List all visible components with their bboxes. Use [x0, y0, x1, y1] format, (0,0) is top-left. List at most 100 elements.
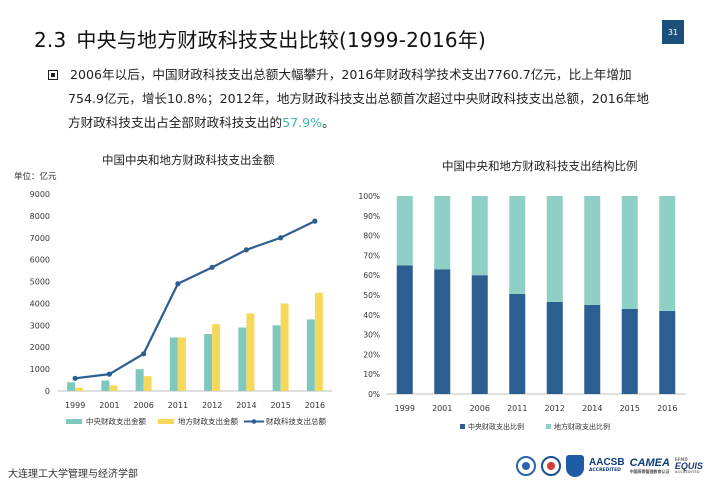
central-ratio-bar — [659, 310, 676, 394]
y-tick-label: 20% — [363, 350, 380, 359]
y-tick-label: 2000 — [30, 343, 50, 352]
x-tick-label: 2011 — [507, 404, 527, 413]
central-amount-bar — [306, 319, 315, 391]
slide-title: 2.3 中央与地方财政科技支出比较(1999-2016年) — [34, 24, 486, 53]
x-tick-label: 2011 — [168, 401, 188, 410]
local-amount-bar — [246, 313, 255, 391]
accreditation-logos: AACSB ACCREDITED CAMEA 中国高等管理教育认证 EFMD E… — [516, 451, 703, 481]
central-amount-bar — [135, 369, 144, 391]
central-amount-bar — [204, 334, 213, 391]
x-tick-label: 2014 — [236, 401, 256, 410]
right-ratio-chart: 0% 10% 20% 30% 40% 50% 60% 70% 80% 90% 100% 1999 200… — [359, 192, 686, 431]
total-amount-point — [141, 351, 147, 357]
right-chart-title: 中国中央和地方财政科技支出结构比例 — [442, 159, 638, 173]
legend-swatch — [66, 419, 82, 424]
central-amount-bar — [272, 325, 281, 391]
local-ratio-bar — [546, 196, 563, 302]
y-tick-label: 3000 — [30, 321, 50, 330]
local-amount-bar — [109, 385, 118, 391]
x-tick-label: 2015 — [270, 401, 290, 410]
central-ratio-bar — [546, 301, 563, 394]
y-tick-label: 8000 — [30, 212, 50, 221]
local-amount-bar — [314, 292, 323, 391]
local-amount-bar — [75, 387, 84, 391]
x-tick-label: 2006 — [133, 401, 153, 410]
page-number-badge: 31 — [662, 20, 684, 44]
y-tick-label: 0 — [45, 387, 50, 396]
local-ratio-bar — [471, 196, 488, 276]
faculty-seal-icon — [541, 456, 561, 476]
central-ratio-bar — [396, 265, 413, 394]
local-amount-bar — [280, 303, 289, 391]
y-tick-label: 80% — [363, 232, 380, 241]
legend-label: 中央财政支出比例 — [468, 422, 524, 431]
y-tick-label: 9000 — [30, 190, 50, 199]
y-tick-label: 10% — [363, 370, 380, 379]
total-amount-point — [72, 375, 78, 381]
x-tick-label: 2001 — [99, 401, 119, 410]
bullet-line-3-prefix: 方财政科技支出占全部财政科技支出的 — [68, 115, 283, 130]
local-ratio-bar — [584, 196, 601, 305]
unit-label: 单位：亿元 — [14, 172, 57, 182]
legend-label: 中央财政支出金额 — [86, 416, 146, 426]
total-amount-point — [175, 281, 181, 287]
legend-label: 地方财政支出比例 — [554, 422, 610, 431]
equis-logo: EFMD EQUIS ACCREDITED — [674, 456, 703, 474]
local-amount-bar — [143, 376, 152, 391]
local-amount-bar — [212, 324, 221, 391]
central-amount-bar — [67, 382, 76, 391]
x-tick-label: 2014 — [582, 404, 602, 413]
total-amount-point — [243, 247, 249, 253]
section-number: 2.3 — [34, 28, 67, 52]
y-tick-label: 6000 — [30, 256, 50, 265]
total-amount-point — [312, 218, 318, 224]
left-amount-chart: 0 1000 2000 3000 4000 5000 6000 7000 8000 9000 199… — [30, 190, 332, 426]
total-amount-point — [209, 264, 215, 270]
highlight-percentage: 57.9% — [282, 115, 323, 130]
local-ratio-bar — [509, 196, 526, 295]
y-tick-label: 90% — [363, 212, 380, 221]
y-tick-label: 7000 — [30, 234, 50, 243]
bullet-text: 2006年以后，中国财政科技支出总额大幅攀升，2016年财政科学技术支出7760… — [68, 63, 684, 135]
aacsb-logo: AACSB ACCREDITED — [589, 457, 625, 474]
central-ratio-bar — [584, 304, 601, 394]
y-tick-label: 100% — [359, 192, 380, 201]
left-chart-title: 中国中央和地方财政科技支出金额 — [102, 153, 275, 167]
central-ratio-bar — [434, 269, 451, 394]
local-ratio-bar — [659, 196, 676, 311]
y-tick-label: 40% — [363, 311, 380, 320]
central-ratio-bar — [471, 275, 488, 394]
local-ratio-bar — [396, 196, 413, 266]
y-tick-label: 1000 — [30, 365, 50, 374]
x-tick-label: 2015 — [620, 404, 640, 413]
legend-swatch-point — [251, 419, 257, 424]
bullet-line-3-suffix: 。 — [322, 115, 335, 130]
x-tick-label: 2016 — [657, 404, 677, 413]
legend-label: 地方财政支出金额 — [178, 416, 238, 426]
local-ratio-bar — [434, 196, 451, 270]
camea-logo: CAMEA 中国高等管理教育认证 — [629, 457, 670, 474]
central-ratio-bar — [509, 294, 526, 394]
total-amount-point — [106, 371, 112, 377]
x-tick-label: 1999 — [395, 404, 415, 413]
university-seal-icon — [516, 456, 536, 476]
legend-swatch — [158, 419, 174, 424]
bullet-line-3: 方财政科技支出占全部财政科技支出的57.9%。 — [68, 111, 684, 135]
legend-swatch — [546, 424, 551, 429]
local-ratio-bar — [621, 196, 638, 309]
square-bullet-icon — [48, 70, 58, 80]
legend-label: 财政科技支出总额 — [266, 416, 326, 426]
x-tick-label: 2001 — [432, 404, 452, 413]
y-tick-label: 50% — [363, 291, 380, 300]
footer-institution: 大连理工大学管理与经济学部 — [8, 469, 138, 480]
y-tick-label: 30% — [363, 331, 380, 340]
shield-icon — [566, 455, 584, 477]
total-amount-point — [278, 235, 284, 241]
x-tick-label: 2012 — [202, 401, 222, 410]
y-tick-label: 4000 — [30, 299, 50, 308]
local-amount-bar — [177, 337, 186, 391]
x-tick-label: 2012 — [545, 404, 565, 413]
y-tick-label: 70% — [363, 251, 380, 260]
x-tick-label: 2006 — [470, 404, 490, 413]
y-tick-label: 5000 — [30, 278, 50, 287]
